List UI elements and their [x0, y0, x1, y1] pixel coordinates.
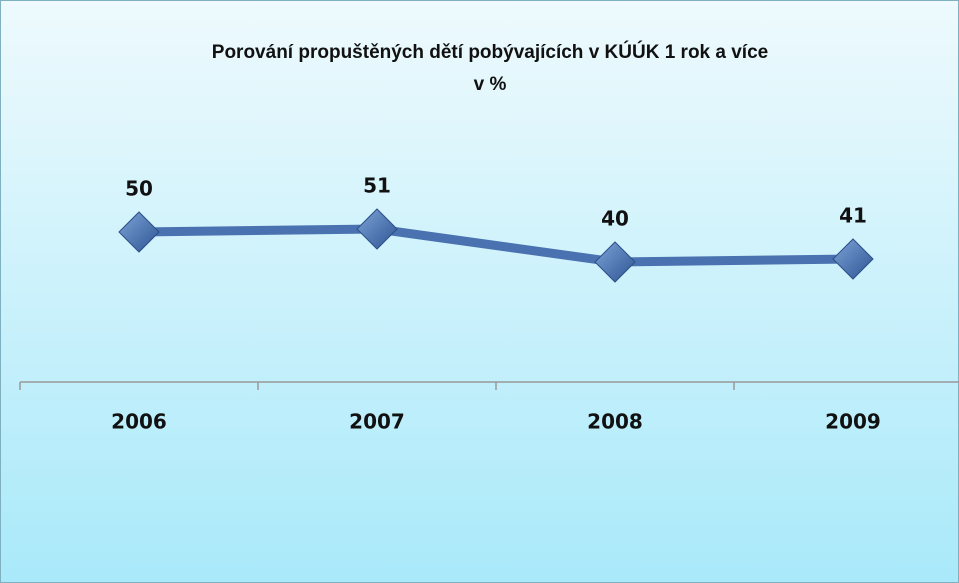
data-label: 51: [363, 174, 391, 198]
chart-title: Porování propuštěných dětí pobývajících …: [212, 41, 768, 63]
marker: [594, 241, 636, 283]
marker: [356, 208, 398, 250]
data-label: 50: [125, 177, 153, 201]
marker: [118, 211, 160, 253]
x-tick-label: 2006: [111, 410, 167, 434]
marker: [832, 238, 874, 280]
x-tick-label: 2007: [349, 410, 405, 434]
x-tick-label: 2009: [825, 410, 881, 434]
data-label: 41: [839, 204, 867, 228]
data-label: 40: [601, 207, 629, 231]
chart-title: v %: [474, 74, 507, 95]
x-tick-label: 2008: [587, 410, 643, 434]
line: [138, 224, 854, 267]
